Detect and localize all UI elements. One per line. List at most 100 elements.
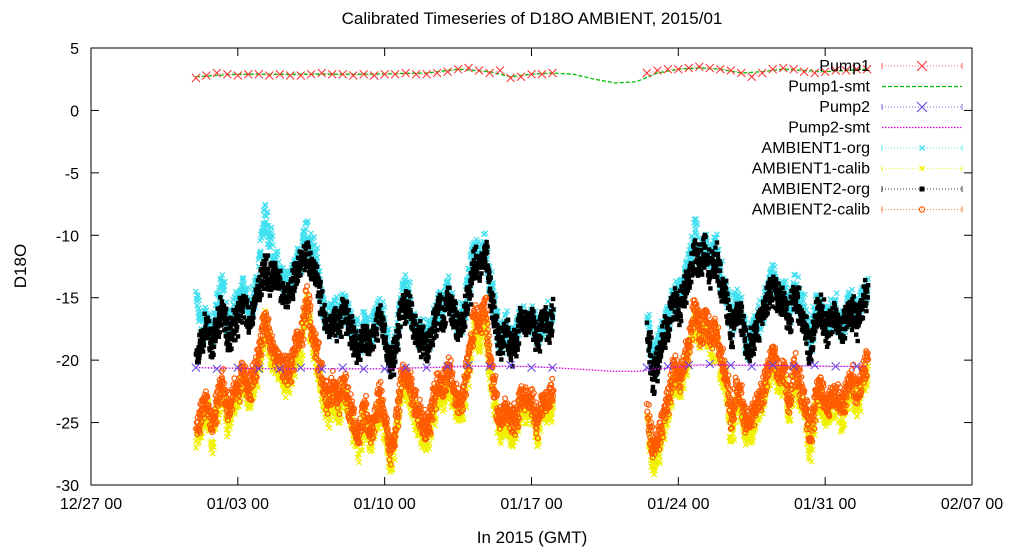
data-sample bbox=[813, 328, 818, 334]
data-sample bbox=[234, 328, 239, 333]
data-sample bbox=[240, 309, 245, 315]
data-sample bbox=[734, 286, 741, 293]
data-sample bbox=[250, 307, 256, 313]
data-sample bbox=[396, 347, 401, 352]
data-sample bbox=[425, 359, 430, 364]
data-sample bbox=[715, 274, 720, 280]
data-sample bbox=[445, 273, 452, 280]
data-sample bbox=[701, 252, 706, 257]
data-sample bbox=[397, 333, 402, 339]
data-sample bbox=[216, 334, 221, 339]
data-sample bbox=[244, 298, 250, 303]
data-sample bbox=[225, 321, 230, 326]
data-sample bbox=[648, 330, 653, 335]
data-sample bbox=[339, 334, 344, 339]
data-sample bbox=[543, 317, 549, 322]
data-sample bbox=[718, 261, 723, 267]
data-sample bbox=[317, 299, 322, 305]
data-sample bbox=[267, 229, 274, 236]
data-sample bbox=[210, 350, 215, 356]
data-sample bbox=[344, 299, 350, 305]
data-sample bbox=[550, 296, 556, 302]
data-sample bbox=[789, 328, 794, 333]
data-sample bbox=[516, 341, 522, 346]
data-sample bbox=[773, 277, 779, 282]
data-sample bbox=[318, 294, 324, 299]
data-sample bbox=[270, 242, 276, 249]
data-sample bbox=[677, 322, 682, 328]
data-sample bbox=[211, 344, 217, 349]
data-sample bbox=[259, 292, 264, 297]
data-sample bbox=[751, 351, 756, 357]
data-sample bbox=[658, 353, 664, 358]
data-sample bbox=[246, 330, 251, 335]
data-sample bbox=[826, 341, 831, 346]
data-sample bbox=[346, 307, 351, 313]
data-sample bbox=[221, 278, 228, 285]
data-sample bbox=[251, 315, 256, 320]
data-sample bbox=[454, 310, 460, 315]
data-sample bbox=[723, 278, 729, 284]
data-sample bbox=[647, 340, 653, 345]
data-sample bbox=[699, 272, 705, 277]
data-sample bbox=[551, 307, 556, 312]
data-sample bbox=[546, 337, 551, 342]
data-sample bbox=[672, 286, 678, 291]
data-sample bbox=[663, 345, 668, 350]
data-sample bbox=[649, 335, 654, 340]
data-sample bbox=[835, 312, 841, 318]
data-sample bbox=[308, 250, 313, 256]
data-sample bbox=[221, 287, 228, 294]
data-sample bbox=[443, 321, 448, 326]
data-sample bbox=[705, 252, 710, 257]
data-sample bbox=[688, 279, 693, 284]
data-sample bbox=[549, 303, 554, 308]
data-sample bbox=[488, 275, 493, 280]
data-sample bbox=[408, 294, 413, 299]
data-sample bbox=[320, 289, 325, 294]
data-sample bbox=[731, 326, 737, 331]
data-sample bbox=[265, 222, 272, 229]
data-sample bbox=[382, 328, 387, 334]
data-sample bbox=[741, 313, 746, 319]
data-sample bbox=[379, 310, 384, 316]
data-sample bbox=[224, 306, 229, 312]
data-sample bbox=[235, 334, 241, 339]
data-sample bbox=[677, 313, 682, 318]
data-sample bbox=[239, 275, 246, 282]
data-sample bbox=[849, 286, 855, 293]
data-sample bbox=[499, 357, 504, 362]
data-sample bbox=[465, 306, 471, 312]
data-sample bbox=[292, 288, 297, 293]
data-sample bbox=[723, 286, 729, 291]
data-sample bbox=[421, 324, 426, 329]
data-sample bbox=[322, 302, 327, 308]
data-sample bbox=[842, 336, 848, 341]
data-sample bbox=[652, 389, 657, 395]
data-sample bbox=[696, 242, 701, 247]
data-sample bbox=[832, 302, 837, 308]
data-sample bbox=[780, 285, 785, 291]
data-sample bbox=[818, 292, 824, 297]
data-sample bbox=[739, 304, 745, 310]
data-sample bbox=[760, 321, 765, 327]
data-sample bbox=[703, 234, 708, 239]
data-sample bbox=[469, 281, 475, 286]
data-sample bbox=[195, 305, 202, 312]
data-sample bbox=[657, 358, 662, 364]
data-sample bbox=[550, 328, 555, 334]
data-sample bbox=[477, 278, 482, 283]
data-sample bbox=[351, 325, 357, 330]
data-sample bbox=[757, 338, 762, 343]
data-sample bbox=[434, 333, 439, 339]
data-sample bbox=[196, 297, 203, 304]
data-sample bbox=[257, 248, 264, 255]
data-sample bbox=[381, 317, 386, 322]
data-sample bbox=[834, 307, 839, 312]
data-sample bbox=[391, 372, 397, 377]
data-point bbox=[550, 314, 555, 319]
data-sample bbox=[766, 306, 771, 311]
data-sample bbox=[538, 335, 544, 340]
data-sample bbox=[655, 378, 660, 384]
data-sample bbox=[280, 281, 286, 286]
